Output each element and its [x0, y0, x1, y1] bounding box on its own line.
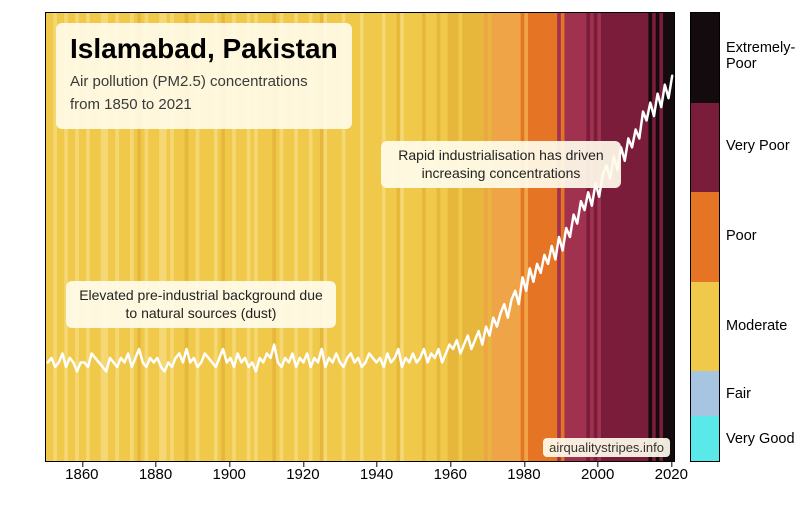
legend-label: Moderate	[726, 319, 787, 335]
credit-label: airqualitystripes.info	[543, 438, 670, 457]
legend-label: Fair	[726, 387, 751, 403]
subtitle-1: Air pollution (PM2.5) concentrations	[70, 73, 338, 90]
x-tick: 2020	[655, 466, 688, 483]
x-tick: 1980	[507, 466, 540, 483]
legend-segment	[691, 103, 719, 193]
legend-segment	[691, 282, 719, 372]
legend-segment	[691, 192, 719, 282]
x-tick: 1880	[139, 466, 172, 483]
x-tick: 1860	[65, 466, 98, 483]
legend-label: Very Good	[726, 432, 795, 448]
x-tick: 2000	[581, 466, 614, 483]
legend-label: Extremely-Poor	[726, 41, 795, 73]
title-box: Islamabad, Pakistan Air pollution (PM2.5…	[56, 23, 352, 129]
legend-labels: Extremely-Poor Very Poor Poor Moderate Fair V…	[726, 12, 800, 462]
legend-label: Very Poor	[726, 139, 790, 155]
legend-segment	[691, 371, 719, 416]
x-tick: 1940	[360, 466, 393, 483]
x-axis-labels: 186018801900192019401960198020002020	[45, 466, 675, 496]
annotation-preindustrial: Elevated pre-industrial background due t…	[66, 281, 336, 328]
x-tick: 1960	[434, 466, 467, 483]
location-title: Islamabad, Pakistan	[70, 33, 338, 65]
legend-bar	[690, 12, 720, 462]
legend-label: Poor	[726, 229, 757, 245]
chart-area: Islamabad, Pakistan Air pollution (PM2.5…	[45, 12, 675, 462]
x-tick: 1920	[286, 466, 319, 483]
legend-segment	[691, 13, 719, 103]
annotation-industrialisation: Rapid industrialisation has driven incre…	[381, 141, 621, 188]
legend-segment	[691, 416, 719, 461]
x-tick: 1900	[213, 466, 246, 483]
subtitle-2: from 1850 to 2021	[70, 96, 338, 113]
